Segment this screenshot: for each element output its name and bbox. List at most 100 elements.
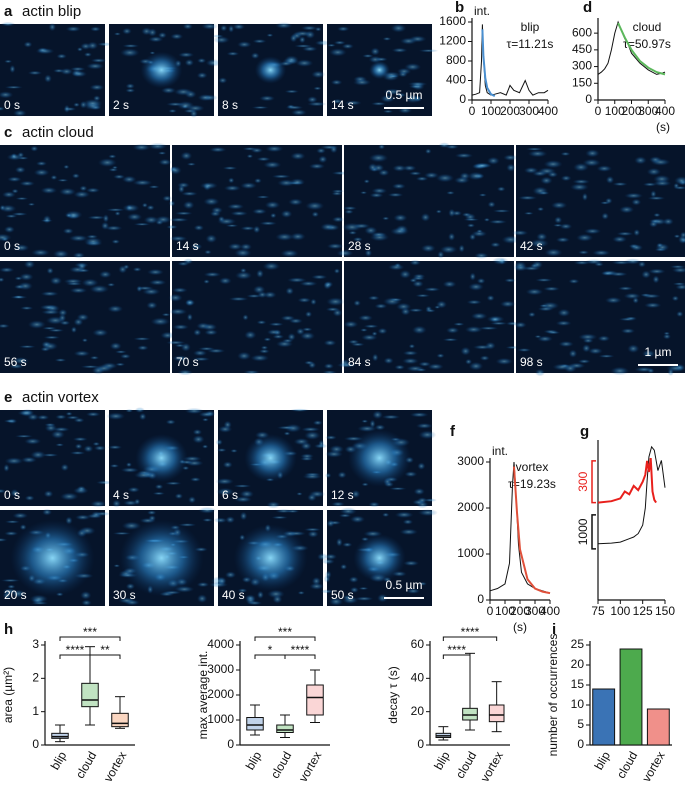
texture	[280, 249, 299, 258]
y-label: int.	[474, 4, 490, 18]
texture	[237, 588, 248, 593]
texture	[358, 314, 373, 322]
texture	[504, 278, 516, 283]
texture	[463, 218, 480, 222]
texture	[472, 162, 492, 169]
x-tick-label: blip	[243, 749, 265, 772]
texture	[656, 242, 664, 248]
texture	[344, 100, 362, 106]
x-tick-label: cloud	[268, 749, 294, 781]
significance-bracket	[254, 636, 316, 641]
texture	[417, 497, 428, 504]
texture	[57, 178, 69, 182]
texture	[371, 187, 388, 195]
box	[111, 712, 129, 728]
panel-label: b	[455, 0, 464, 16]
texture	[263, 161, 282, 169]
texture	[69, 451, 86, 455]
texture	[122, 203, 140, 213]
x-tick-label: 0	[469, 104, 476, 118]
scale-bar-label: 0.5 µm	[386, 88, 423, 102]
texture	[511, 230, 529, 236]
texture	[323, 339, 337, 347]
texture	[37, 47, 49, 53]
annotation: τ=11.21s	[507, 37, 554, 51]
texture	[85, 187, 101, 193]
texture	[404, 471, 418, 478]
y-tick-label: 0	[227, 737, 234, 751]
texture	[300, 25, 318, 31]
significance-bracket	[442, 636, 498, 641]
texture	[70, 66, 86, 72]
texture	[230, 210, 249, 217]
texture	[50, 430, 65, 439]
texture	[203, 197, 220, 206]
texture	[12, 512, 29, 519]
texture	[442, 338, 459, 342]
texture	[0, 267, 15, 273]
texture	[348, 576, 359, 583]
texture	[478, 193, 487, 197]
texture	[461, 212, 472, 218]
texture	[627, 344, 640, 354]
time-label: 84 s	[348, 355, 371, 369]
texture	[381, 414, 401, 420]
texture	[543, 159, 563, 169]
texture	[0, 277, 5, 283]
time-label: 30 s	[113, 588, 136, 602]
texture	[353, 299, 361, 307]
x-tick-label: vortex	[101, 749, 129, 784]
x-tick-label: 200	[510, 604, 530, 618]
texture	[0, 91, 14, 99]
texture	[138, 412, 147, 421]
texture	[266, 501, 281, 509]
texture	[44, 423, 58, 433]
texture	[344, 209, 354, 215]
texture	[20, 306, 34, 311]
y-tick-label: 5	[577, 717, 584, 731]
texture	[202, 518, 213, 522]
texture	[647, 196, 666, 201]
texture	[205, 59, 222, 67]
texture	[0, 323, 10, 329]
texture	[205, 234, 218, 244]
texture	[632, 297, 639, 304]
texture	[81, 278, 99, 287]
significance-bracket	[89, 654, 121, 659]
texture	[409, 412, 429, 418]
texture	[326, 243, 344, 250]
texture	[352, 78, 372, 86]
texture	[132, 267, 142, 272]
texture	[537, 191, 550, 195]
texture	[383, 357, 394, 365]
texture	[83, 237, 103, 246]
texture	[256, 590, 264, 600]
texture	[73, 102, 80, 108]
texture	[337, 471, 347, 479]
texture	[471, 230, 488, 237]
bright-spot	[119, 519, 204, 597]
texture	[588, 347, 603, 355]
texture	[82, 98, 103, 108]
texture	[559, 223, 573, 230]
texture	[555, 236, 570, 243]
texture	[387, 192, 404, 198]
x-tick-label: 0	[487, 604, 494, 618]
y-tick-label: 0	[577, 737, 584, 751]
texture	[271, 515, 289, 520]
texture	[342, 206, 358, 211]
texture	[168, 308, 188, 316]
panel-title: actin blip	[22, 3, 81, 20]
texture	[29, 594, 49, 604]
significance-bracket	[284, 654, 316, 659]
scale-bar-label: 1000	[576, 518, 590, 545]
texture	[55, 443, 65, 447]
texture	[222, 166, 238, 170]
texture	[14, 434, 34, 438]
texture	[390, 227, 410, 236]
y-tick-label: 1200	[439, 34, 466, 48]
texture	[9, 363, 24, 369]
texture	[119, 353, 131, 359]
texture	[542, 286, 561, 292]
texture	[243, 370, 260, 375]
